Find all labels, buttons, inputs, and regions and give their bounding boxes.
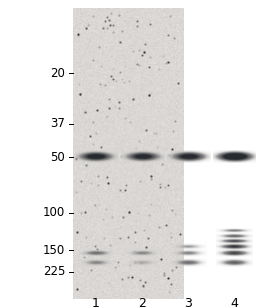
Text: 4: 4 — [230, 297, 238, 308]
Text: 37: 37 — [50, 117, 65, 130]
Text: 1: 1 — [92, 297, 100, 308]
Text: 20: 20 — [50, 67, 65, 80]
Text: 50: 50 — [50, 151, 65, 164]
Text: 150: 150 — [43, 244, 65, 257]
Text: 225: 225 — [43, 265, 65, 278]
Text: 3: 3 — [184, 297, 192, 308]
Text: 2: 2 — [138, 297, 146, 308]
Text: 100: 100 — [43, 206, 65, 219]
